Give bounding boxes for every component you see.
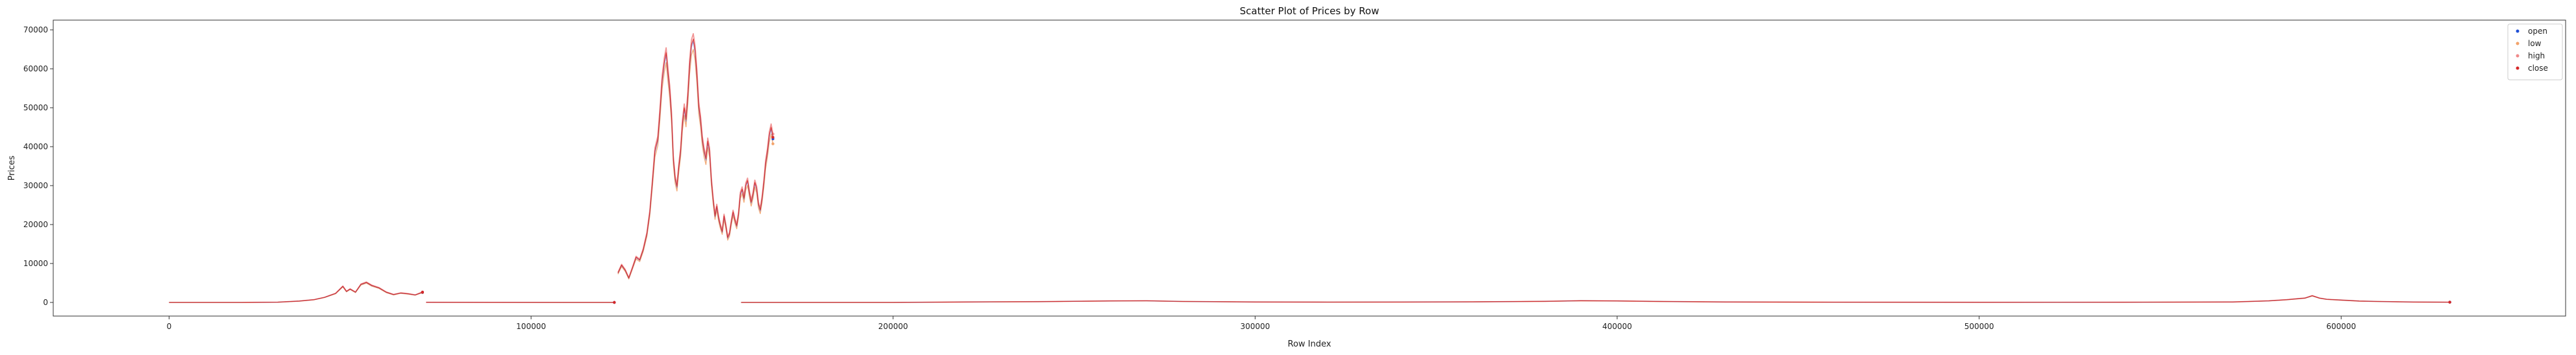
plot-frame [53, 19, 2566, 317]
legend-marker-low [2516, 42, 2520, 45]
x-tick-label: 500000 [1964, 322, 1994, 331]
x-tick-label: 0 [167, 322, 172, 331]
series-close-point [421, 291, 424, 294]
legend: open low high close [2507, 23, 2563, 80]
series-low-segment-2 [617, 49, 774, 280]
x-axis: 0 100000 200000 300000 400000 500000 600000 [167, 316, 2356, 331]
series-close-point [2448, 300, 2451, 304]
legend-marker-high [2516, 54, 2520, 58]
series-close-segment-3 [741, 295, 2450, 303]
legend-label-high: high [2528, 51, 2545, 60]
legend-items: open low high close [2516, 27, 2548, 73]
legend-label-low: low [2528, 39, 2542, 48]
x-tick-label: 300000 [1240, 322, 1270, 331]
y-tick-label: 10000 [23, 259, 48, 268]
legend-label-open: open [2528, 27, 2547, 36]
series-close [169, 38, 2451, 304]
y-axis: 0 10000 20000 30000 40000 50000 60000 70000 [23, 25, 53, 307]
legend-box [2507, 23, 2563, 80]
series-close-point [613, 300, 616, 304]
y-tick-label: 30000 [23, 181, 48, 190]
legend-marker-open [2516, 29, 2520, 33]
y-tick-label: 20000 [23, 220, 48, 229]
x-tick-label: 100000 [516, 322, 546, 331]
chart-title: Scatter Plot of Prices by Row [1240, 5, 1380, 17]
x-tick-label: 200000 [878, 322, 908, 331]
series-close-point [771, 136, 774, 139]
x-tick-label: 600000 [2326, 322, 2356, 331]
y-tick-label: 70000 [23, 25, 48, 34]
y-axis-label: Prices [7, 156, 17, 181]
series-close-segment-2 [617, 38, 774, 278]
legend-label-close: close [2528, 64, 2548, 73]
plot-marks [169, 33, 2451, 304]
legend-marker-close [2516, 66, 2520, 70]
x-tick-label: 400000 [1602, 322, 1632, 331]
y-tick-label: 60000 [23, 64, 48, 73]
y-tick-label: 50000 [23, 103, 48, 112]
y-tick-label: 40000 [23, 142, 48, 151]
y-tick-label: 0 [43, 298, 48, 307]
series-low-point [771, 142, 774, 145]
x-axis-label: Row Index [1288, 339, 1331, 349]
series-close-segment-0 [169, 282, 423, 303]
